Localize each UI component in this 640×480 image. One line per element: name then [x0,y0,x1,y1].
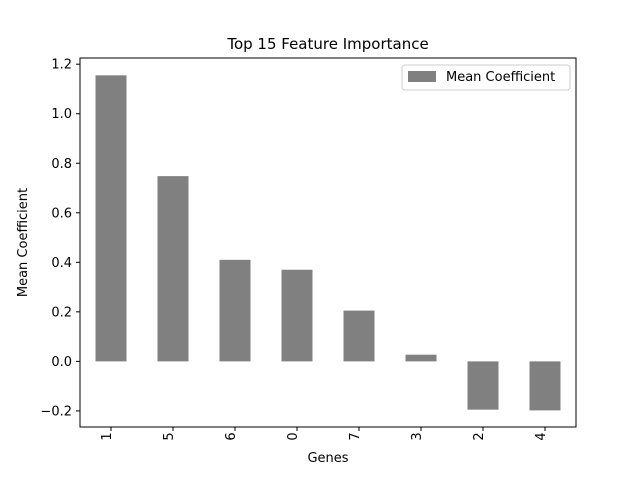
y-tick-label: −0.2 [40,404,72,419]
bar-gene-6 [219,259,251,362]
x-tick-label: 4 [534,432,549,440]
y-tick-label: 0.0 [51,355,72,370]
bar-gene-1 [95,75,127,362]
legend: Mean Coefficient [401,64,571,91]
bar-gene-0 [281,269,313,362]
x-axis-label: Genes [307,451,348,466]
x-tick-label: 1 [100,432,115,440]
x-tick-label: 7 [348,432,363,440]
y-axis: −0.2 0.0 0.2 0.4 0.6 0.8 1.0 1.2 [40,58,80,419]
bars-group [95,75,561,411]
legend-box [401,64,571,91]
plot-frame [79,57,577,428]
x-tick-label: 3 [410,432,425,440]
y-tick-label: 0.2 [51,305,72,320]
x-tick-label: 6 [224,432,239,440]
legend-label: Mean Coefficient [446,70,555,85]
bar-gene-2 [467,361,499,410]
bar-gene-4 [529,361,561,411]
x-axis: 1 5 6 0 7 3 2 4 [100,427,549,441]
bar-gene-5 [157,176,189,362]
legend-swatch [408,71,436,82]
bar-gene-7 [343,310,375,362]
y-tick-label: 0.6 [51,206,72,221]
chart-title: Top 15 Feature Importance [226,35,428,53]
y-tick-label: 0.8 [51,157,72,172]
y-tick-label: 1.0 [51,107,72,122]
x-tick-label: 2 [472,432,487,440]
x-tick-label: 0 [286,432,301,440]
y-tick-label: 1.2 [51,58,72,73]
bar-gene-3 [405,354,437,362]
y-tick-label: 0.4 [51,256,72,271]
x-tick-label: 5 [162,432,177,440]
y-axis-label: Mean Coefficient [16,188,31,297]
